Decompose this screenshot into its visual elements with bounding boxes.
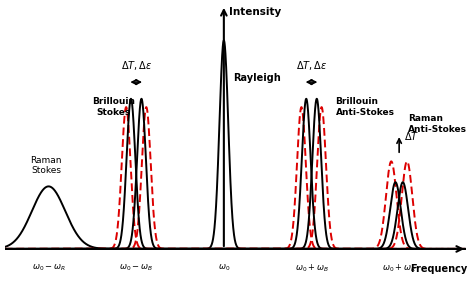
Text: Brillouin
Stokes: Brillouin Stokes	[92, 97, 135, 117]
Text: Raman
Anti-Stokes: Raman Anti-Stokes	[408, 114, 467, 133]
Text: $\Delta T$: $\Delta T$	[403, 130, 419, 142]
Text: $\omega_0+\omega_R$: $\omega_0+\omega_R$	[382, 262, 416, 274]
Text: $\omega_0-\omega_R$: $\omega_0-\omega_R$	[32, 262, 65, 273]
Text: $\omega_0$: $\omega_0$	[218, 262, 230, 273]
Text: $\Delta T, \Delta\varepsilon$: $\Delta T, \Delta\varepsilon$	[296, 59, 327, 72]
Text: $\omega_0+\omega_B$: $\omega_0+\omega_B$	[294, 262, 328, 274]
Text: Rayleigh: Rayleigh	[234, 73, 281, 83]
Text: Brillouin
Anti-Stokes: Brillouin Anti-Stokes	[336, 97, 394, 117]
Text: $\omega_0-\omega_B$: $\omega_0-\omega_B$	[119, 262, 153, 273]
Text: Raman
Stokes: Raman Stokes	[31, 156, 62, 175]
Text: Intensity: Intensity	[229, 7, 282, 17]
Text: $\Delta T, \Delta\varepsilon$: $\Delta T, \Delta\varepsilon$	[120, 59, 152, 72]
Text: Frequency: Frequency	[410, 264, 467, 274]
